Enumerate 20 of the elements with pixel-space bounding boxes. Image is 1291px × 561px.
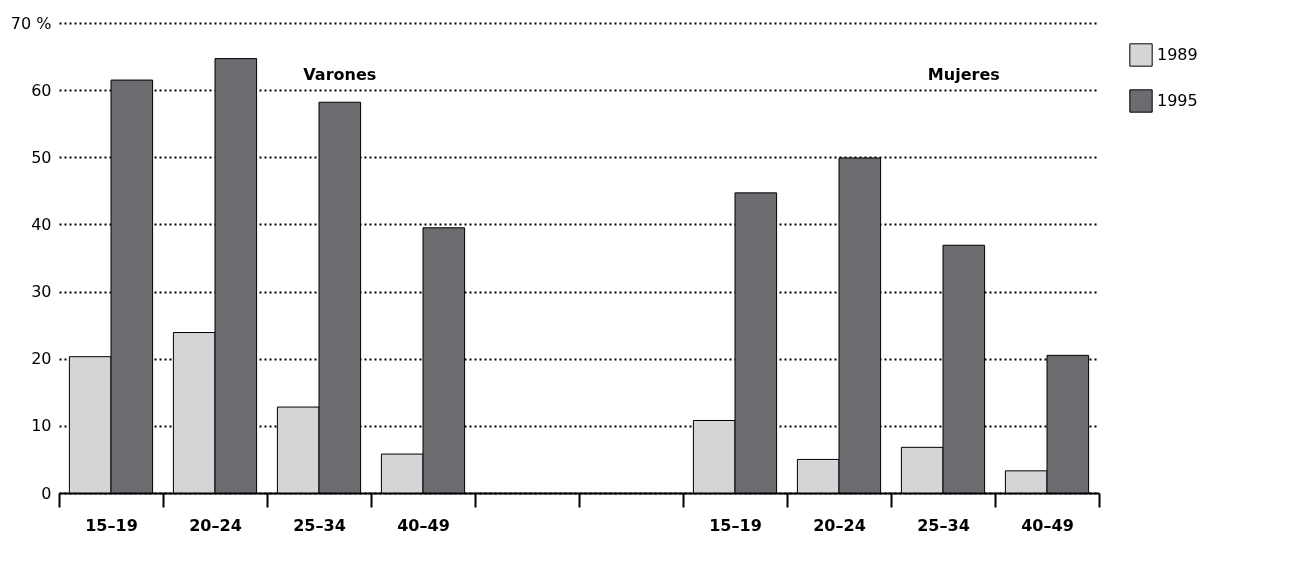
x-tick-label: 15–19: [709, 515, 762, 535]
x-tick-label: 25–34: [917, 515, 970, 535]
x-tick-label: 25–34: [293, 515, 346, 535]
x-tick-label: 40–49: [1021, 515, 1074, 535]
y-tick-label: 0: [41, 483, 52, 503]
x-tick-label: 20–24: [813, 515, 866, 535]
legend-label: 1995: [1157, 91, 1198, 110]
y-tick-label: 60: [31, 80, 52, 100]
x-tick-label: 15–19: [85, 515, 138, 535]
legend-label: 1989: [1157, 45, 1198, 64]
annotation: Varones: [303, 65, 377, 84]
y-tick-label: 30: [31, 282, 52, 302]
x-tick-label: 40–49: [397, 515, 450, 535]
y-tick-label: 20: [31, 349, 52, 369]
x-tick-label: 20–24: [189, 515, 242, 535]
y-tick-label: 70 %: [10, 13, 52, 33]
y-tick-label: 50: [31, 147, 52, 167]
annotation: Mujeres: [927, 65, 1000, 84]
y-tick-label: 10: [31, 416, 52, 436]
y-tick-label: 40: [31, 214, 52, 234]
